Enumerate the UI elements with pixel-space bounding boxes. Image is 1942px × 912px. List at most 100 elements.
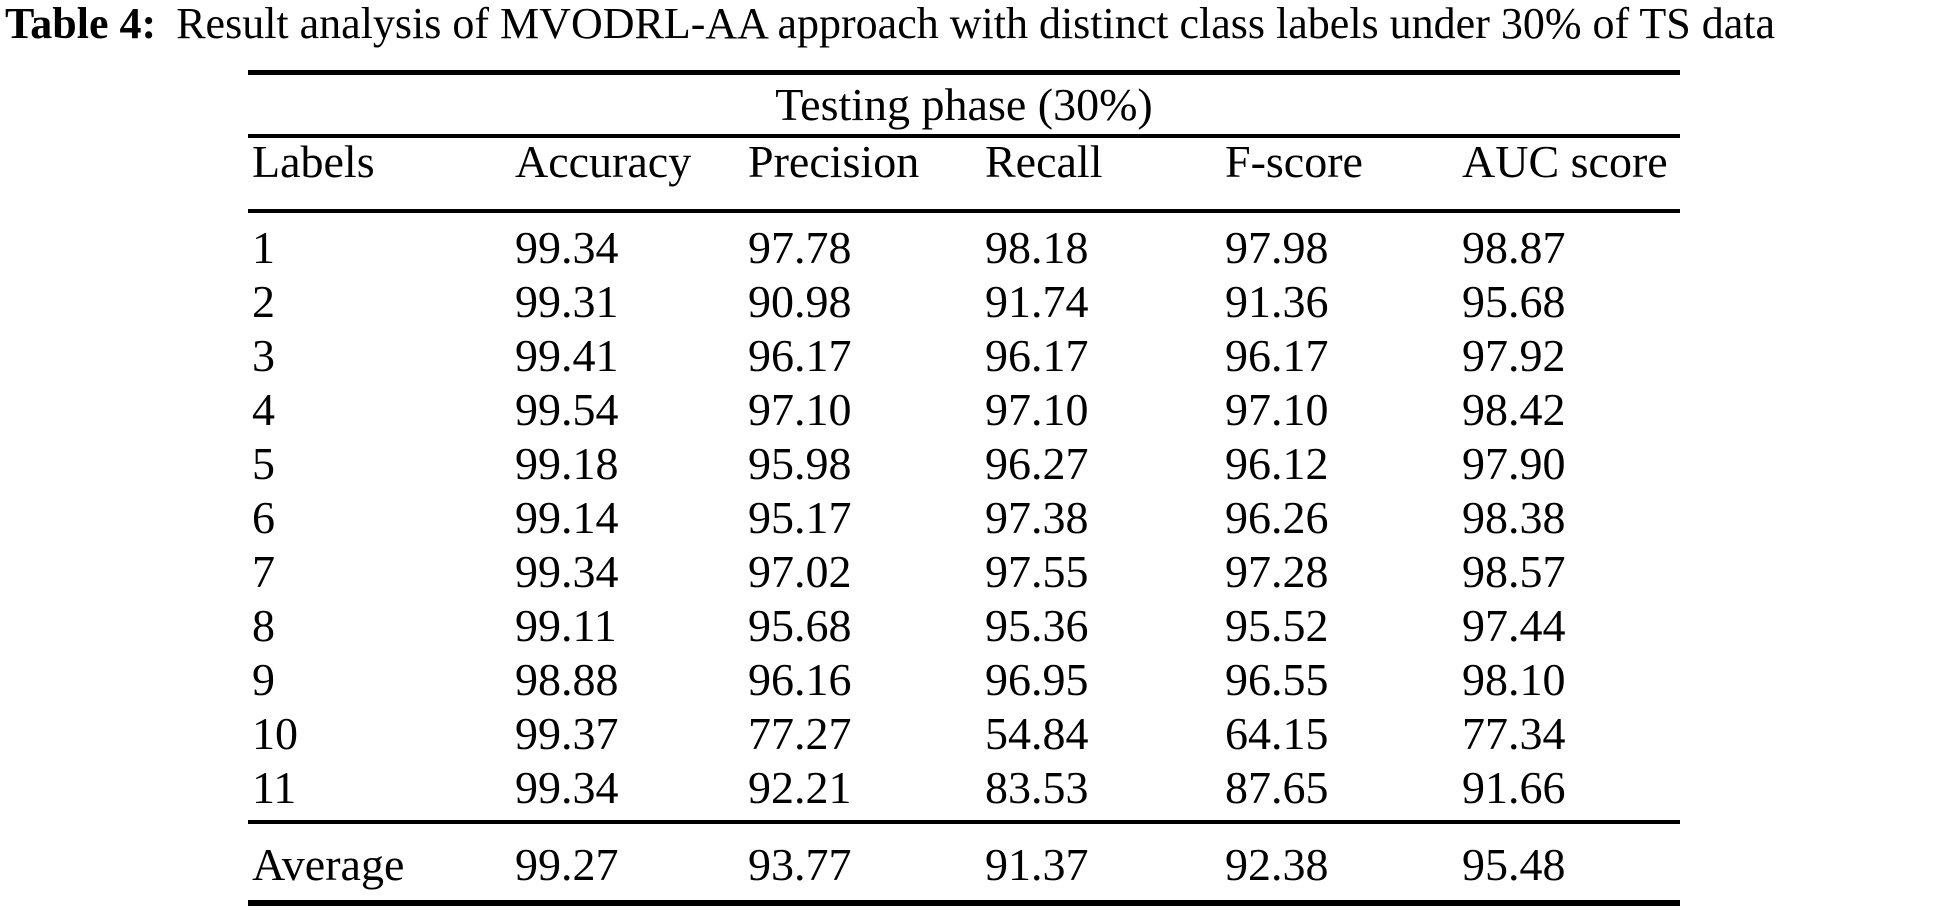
table-cell: 98.88 xyxy=(515,654,619,705)
table-header-row: Labels Accuracy Precision Recall F-score… xyxy=(248,138,1680,209)
column-header-labels: Labels xyxy=(252,136,375,187)
table-row: 3 99.41 96.17 96.17 96.17 97.92 xyxy=(248,329,1680,383)
table-cell: 96.17 xyxy=(1225,330,1329,381)
table-midrule-1 xyxy=(248,134,1680,138)
table-cell: 99.41 xyxy=(515,330,619,381)
table-cell: 99.54 xyxy=(515,384,619,435)
results-table: Testing phase (30%) Labels Accuracy Prec… xyxy=(248,70,1680,906)
table-caption-text: Result analysis of MVODRL-AA approach wi… xyxy=(176,0,1775,48)
table-cell: 97.28 xyxy=(1225,546,1329,597)
table-cell: 95.17 xyxy=(748,492,852,543)
table-row: 5 99.18 95.98 96.27 96.12 97.90 xyxy=(248,437,1680,491)
summary-cell: 91.37 xyxy=(985,839,1089,890)
table-cell: 4 xyxy=(252,384,275,435)
table-cell: 6 xyxy=(252,492,275,543)
table-cell: 99.31 xyxy=(515,276,619,327)
table-cell: 7 xyxy=(252,546,275,597)
table-cell: 95.98 xyxy=(748,438,852,489)
table-cell: 91.36 xyxy=(1225,276,1329,327)
table-cell: 98.38 xyxy=(1462,492,1566,543)
table-row: 2 99.31 90.98 91.74 91.36 95.68 xyxy=(248,275,1680,329)
table-span-header: Testing phase (30%) xyxy=(775,79,1153,130)
table-cell: 97.10 xyxy=(1225,384,1329,435)
table-cell: 77.34 xyxy=(1462,708,1566,759)
table-cell: 97.10 xyxy=(748,384,852,435)
summary-cell: Average xyxy=(252,839,405,890)
table-cell: 99.34 xyxy=(515,762,619,813)
table-cell: 96.17 xyxy=(748,330,852,381)
table-cell: 99.37 xyxy=(515,708,619,759)
table-cell: 77.27 xyxy=(748,708,852,759)
table-cell: 99.34 xyxy=(515,546,619,597)
table-row: 11 99.34 92.21 83.53 87.65 91.66 xyxy=(248,761,1680,815)
table-caption: Table 4: Result analysis of MVODRL-AA app… xyxy=(5,0,1939,48)
table-cell: 98.87 xyxy=(1462,222,1566,273)
table-cell: 9 xyxy=(252,654,275,705)
table-cell: 99.34 xyxy=(515,222,619,273)
summary-cell: 95.48 xyxy=(1462,839,1566,890)
table-cell: 95.52 xyxy=(1225,600,1329,651)
table-row: 6 99.14 95.17 97.38 96.26 98.38 xyxy=(248,491,1680,545)
summary-cell: 93.77 xyxy=(748,839,852,890)
table-bottom-rule xyxy=(248,900,1680,906)
table-cell: 96.26 xyxy=(1225,492,1329,543)
table-top-rule xyxy=(248,70,1680,75)
table-cell: 97.02 xyxy=(748,546,852,597)
column-header-precision: Precision xyxy=(748,136,920,187)
table-row: 8 99.11 95.68 95.36 95.52 97.44 xyxy=(248,599,1680,653)
table-cell: 96.95 xyxy=(985,654,1089,705)
table-row: 1 99.34 97.78 98.18 97.98 98.87 xyxy=(248,221,1680,275)
table-cell: 97.90 xyxy=(1462,438,1566,489)
summary-cell: 92.38 xyxy=(1225,839,1329,890)
table-cell: 95.36 xyxy=(985,600,1089,651)
table-caption-label: Table 4: xyxy=(5,0,157,48)
table-cell: 99.14 xyxy=(515,492,619,543)
table-cell: 97.10 xyxy=(985,384,1089,435)
table-cell: 97.78 xyxy=(748,222,852,273)
table-cell: 10 xyxy=(252,708,298,759)
column-header-auc: AUC score xyxy=(1462,136,1668,187)
summary-row: Average 99.27 93.77 91.37 92.38 95.48 xyxy=(248,824,1680,900)
table-cell: 97.92 xyxy=(1462,330,1566,381)
table-cell: 98.57 xyxy=(1462,546,1566,597)
table-cell: 96.17 xyxy=(985,330,1089,381)
table-cell: 96.16 xyxy=(748,654,852,705)
table-cell: 91.66 xyxy=(1462,762,1566,813)
table-cell: 64.15 xyxy=(1225,708,1329,759)
table-cell: 97.38 xyxy=(985,492,1089,543)
table-row: 7 99.34 97.02 97.55 97.28 98.57 xyxy=(248,545,1680,599)
table-cell: 96.27 xyxy=(985,438,1089,489)
table-cell: 54.84 xyxy=(985,708,1089,759)
table-cell: 3 xyxy=(252,330,275,381)
table-cell: 97.98 xyxy=(1225,222,1329,273)
table-row: 10 99.37 77.27 54.84 64.15 77.34 xyxy=(248,707,1680,761)
table-cell: 5 xyxy=(252,438,275,489)
table-cell: 98.18 xyxy=(985,222,1089,273)
table-cell: 91.74 xyxy=(985,276,1089,327)
table-cell: 97.44 xyxy=(1462,600,1566,651)
table-cell: 87.65 xyxy=(1225,762,1329,813)
table-cell: 97.55 xyxy=(985,546,1089,597)
table-cell: 95.68 xyxy=(1462,276,1566,327)
table-cell: 2 xyxy=(252,276,275,327)
table-cell: 98.10 xyxy=(1462,654,1566,705)
table-cell: 11 xyxy=(252,762,297,813)
table-cell: 1 xyxy=(252,222,275,273)
table-cell: 96.12 xyxy=(1225,438,1329,489)
table-cell: 95.68 xyxy=(748,600,852,651)
table-cell: 92.21 xyxy=(748,762,852,813)
table-cell: 98.42 xyxy=(1462,384,1566,435)
column-header-recall: Recall xyxy=(985,136,1103,187)
table-cell: 99.11 xyxy=(515,600,617,651)
table-cell: 83.53 xyxy=(985,762,1089,813)
table-row: 4 99.54 97.10 97.10 97.10 98.42 xyxy=(248,383,1680,437)
table-cell: 99.18 xyxy=(515,438,619,489)
summary-cell: 99.27 xyxy=(515,839,619,890)
table-midrule-3 xyxy=(248,820,1680,824)
table-body: 1 99.34 97.78 98.18 97.98 98.87 2 99.31 … xyxy=(248,213,1680,820)
column-header-fscore: F-score xyxy=(1225,136,1363,187)
table-row: 9 98.88 96.16 96.95 96.55 98.10 xyxy=(248,653,1680,707)
table-cell: 90.98 xyxy=(748,276,852,327)
column-header-accuracy: Accuracy xyxy=(515,136,692,187)
table-midrule-2 xyxy=(248,209,1680,213)
